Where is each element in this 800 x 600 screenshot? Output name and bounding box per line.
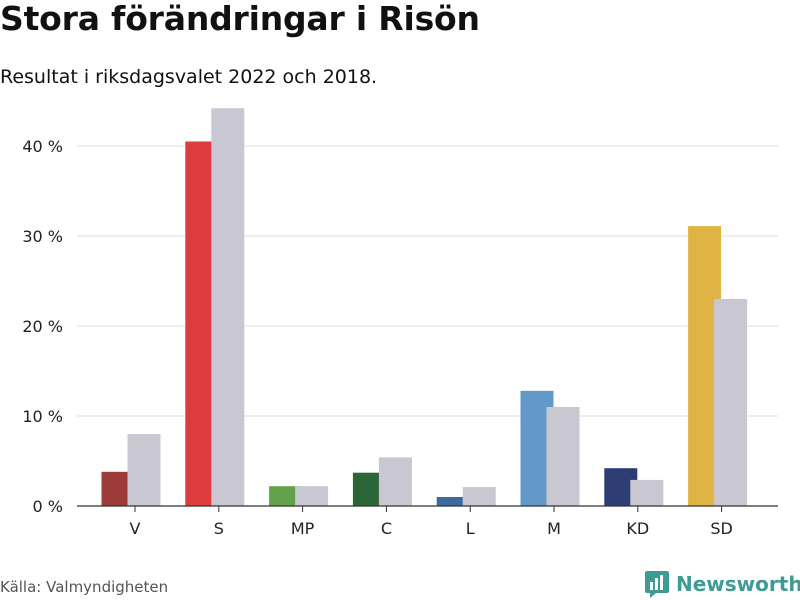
x-tick-label: KD	[626, 519, 649, 538]
y-tick-label: 40 %	[22, 137, 63, 156]
bar-2018-v	[127, 434, 161, 506]
y-tick-label: 20 %	[22, 317, 63, 336]
source-note: Källa: Valmyndigheten	[0, 578, 169, 596]
bar-2018-kd	[630, 479, 664, 506]
x-tick-label: L	[466, 519, 475, 538]
bar-2018-m	[546, 407, 580, 506]
x-tick-label: MP	[291, 519, 315, 538]
bar-2018-c	[378, 457, 412, 506]
chart-title: Stora förändringar i Risön	[0, 0, 480, 38]
bar-chart-logo-icon	[645, 571, 669, 598]
chart-subtitle: Resultat i riksdagsvalet 2022 och 2018.	[0, 66, 378, 88]
bar-2022-mp	[269, 486, 303, 506]
x-tick-label: SD	[710, 519, 732, 538]
bar-2018-mp	[295, 486, 329, 506]
y-tick-label: 30 %	[22, 227, 63, 246]
bar-2018-l	[462, 487, 496, 506]
x-tick-label: C	[381, 519, 392, 538]
bar-2022-l	[436, 497, 470, 506]
x-tick-label: M	[547, 519, 561, 538]
x-tick-label: S	[214, 519, 224, 538]
y-tick-label: 10 %	[22, 407, 63, 426]
bar-2018-s	[211, 108, 245, 506]
brand-name: Newsworthy	[676, 572, 800, 596]
brand-logo: Newsworthy	[644, 569, 800, 599]
bar-2018-sd	[714, 299, 748, 506]
y-tick-label: 0 %	[33, 497, 63, 516]
x-tick-label: V	[130, 519, 141, 538]
